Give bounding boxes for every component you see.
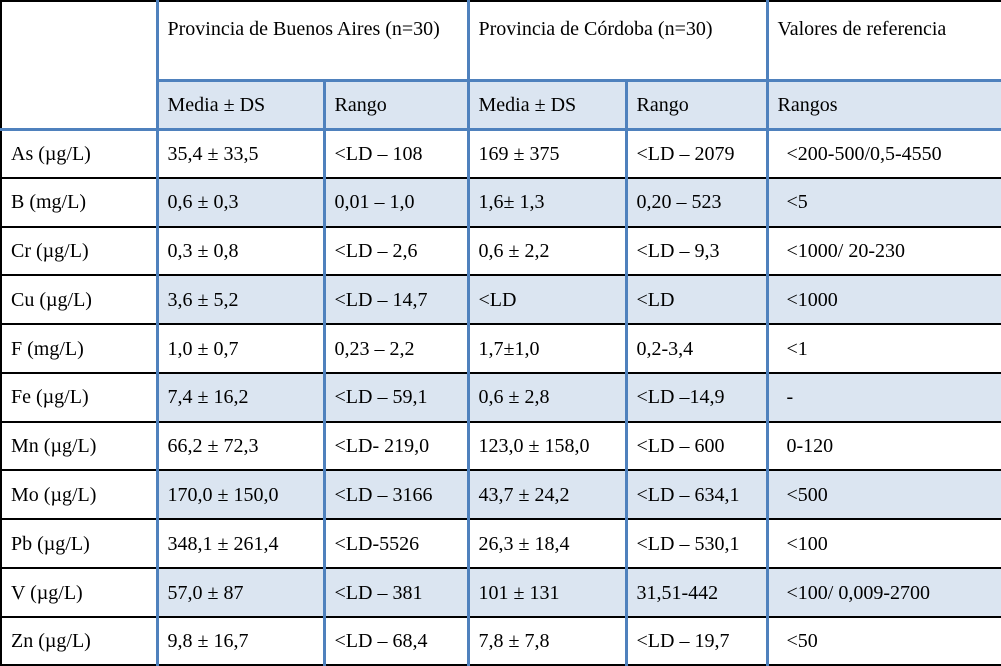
cell-ba-range: <LD- 219,0 [322,420,469,472]
subheader-co-range: Rango [624,78,769,131]
cell-ba-range: <LD – 2,6 [322,225,469,277]
cell-param: Pb (µg/L) [0,518,158,570]
cell-co-mean: 123,0 ± 158,0 [466,420,627,472]
cell-co-range: <LD – 634,1 [624,469,769,521]
cell-ref: - [765,371,1001,423]
cell-co-range: <LD – 530,1 [624,518,769,570]
cell-ba-mean: 348,1 ± 261,4 [155,518,325,570]
cell-param: As (µg/L) [0,128,158,179]
cell-co-mean: 1,7±1,0 [466,323,627,374]
group-header-reference: Valores de referencia [765,0,1001,82]
cell-co-range: <LD – 2079 [624,128,769,179]
table-row: As (µg/L) 35,4 ± 33,5 <LD – 108 169 ± 375 <L… [0,128,1001,179]
table-row: V (µg/L) 57,0 ± 87 <LD – 381 101 ± 131 31,51… [0,567,1001,618]
cell-co-range: 31,51-442 [624,567,769,618]
cell-ba-mean: 57,0 ± 87 [155,567,325,618]
cell-co-mean: 101 ± 131 [466,567,627,618]
cell-ref: <100/ 0,009-2700 [765,567,1001,618]
cell-co-mean: 1,6± 1,3 [466,176,627,229]
subheader-row: Media ± DS Rango Media ± DS Rango Rangos [1,78,1001,131]
table-row: Cu (µg/L) 3,6 ± 5,2 <LD – 14,7 <LD <LD <1000 [0,274,1001,326]
cell-ref: 0-120 [765,420,1001,472]
cell-param: Mn (µg/L) [0,420,158,472]
subheader-ba-mean: Media ± DS [155,78,325,131]
cell-co-range: <LD – 19,7 [624,615,769,666]
cell-ba-range: <LD – 3166 [322,469,469,521]
cell-ba-mean: 1,0 ± 0,7 [155,323,325,374]
subheader-ba-range: Rango [322,78,469,131]
table-body: As (µg/L) 35,4 ± 33,5 <LD – 108 169 ± 375 <L… [0,128,1001,666]
cell-param: B (mg/L) [0,176,158,229]
cell-ba-range: <LD – 68,4 [322,615,469,666]
cell-co-mean: 0,6 ± 2,8 [466,371,627,423]
table-row: Fe (µg/L) 7,4 ± 16,2 <LD – 59,1 0,6 ± 2,8 <L… [0,371,1001,423]
cell-ref: <1000 [765,274,1001,326]
cell-ba-mean: 9,8 ± 16,7 [155,615,325,666]
cell-ba-mean: 0,3 ± 0,8 [155,225,325,277]
table-row: Mn (µg/L) 66,2 ± 72,3 <LD- 219,0 123,0 ± 15… [0,420,1001,472]
cell-param: Fe (µg/L) [0,371,158,423]
cell-co-range: <LD –14,9 [624,371,769,423]
cell-ba-mean: 0,6 ± 0,3 [155,176,325,229]
cell-ba-range: <LD – 381 [322,567,469,618]
subheader-co-mean: Media ± DS [466,78,627,131]
cell-ba-mean: 66,2 ± 72,3 [155,420,325,472]
cell-param: Cr (µg/L) [0,225,158,277]
cell-co-range: <LD – 600 [624,420,769,472]
cell-co-range: 0,2-3,4 [624,323,769,374]
cell-ba-mean: 170,0 ± 150,0 [155,469,325,521]
cell-co-mean: 169 ± 375 [466,128,627,179]
table-row: Cr (µg/L) 0,3 ± 0,8 <LD – 2,6 0,6 ± 2,2 <LD … [0,225,1001,277]
cell-co-range: <LD [624,274,769,326]
cell-co-mean: 7,8 ± 7,8 [466,615,627,666]
cell-co-range: 0,20 – 523 [624,176,769,229]
cell-ref: <1000/ 20-230 [765,225,1001,277]
cell-ref: <5 [765,176,1001,229]
cell-ba-mean: 3,6 ± 5,2 [155,274,325,326]
cell-ba-range: <LD – 108 [322,128,469,179]
cell-co-mean: 43,7 ± 24,2 [466,469,627,521]
cell-param: F (mg/L) [0,323,158,374]
cell-co-mean: <LD [466,274,627,326]
cell-ba-range: <LD – 14,7 [322,274,469,326]
table-row: Zn (µg/L) 9,8 ± 16,7 <LD – 68,4 7,8 ± 7,8 <L… [0,615,1001,666]
group-header-buenos-aires: Provincia de Buenos Aires (n=30) [155,0,469,82]
cell-co-range: <LD – 9,3 [624,225,769,277]
cell-ref: <50 [765,615,1001,666]
cell-param: Zn (µg/L) [0,615,158,666]
cell-co-mean: 26,3 ± 18,4 [466,518,627,570]
cell-param: Cu (µg/L) [0,274,158,326]
cell-param: V (µg/L) [0,567,158,618]
cell-ba-range: 0,23 – 2,2 [322,323,469,374]
table-row: B (mg/L) 0,6 ± 0,3 0,01 – 1,0 1,6± 1,3 0,20 … [0,176,1001,229]
cell-ref: <100 [765,518,1001,570]
table-row: F (mg/L) 1,0 ± 0,7 0,23 – 2,2 1,7±1,0 0,2-3,… [0,323,1001,374]
cell-co-mean: 0,6 ± 2,2 [466,225,627,277]
cell-ba-range: 0,01 – 1,0 [322,176,469,229]
cell-ref: <1 [765,323,1001,374]
table-row: Pb (µg/L) 348,1 ± 261,4 <LD-5526 26,3 ± 18,… [0,518,1001,570]
cell-ba-mean: 35,4 ± 33,5 [155,128,325,179]
corner-cell [0,0,158,131]
table-row: Mo (µg/L) 170,0 ± 150,0 <LD – 3166 43,7 ± 2… [0,469,1001,521]
cell-ref: <500 [765,469,1001,521]
cell-ba-mean: 7,4 ± 16,2 [155,371,325,423]
cell-ref: <200-500/0,5-4550 [765,128,1001,179]
cell-param: Mo (µg/L) [0,469,158,521]
cell-ba-range: <LD – 59,1 [322,371,469,423]
group-header-cordoba: Provincia de Córdoba (n=30) [466,0,769,82]
cell-ba-range: <LD-5526 [322,518,469,570]
subheader-ref-ranges: Rangos [765,78,1001,131]
header-group-row: Provincia de Buenos Aires (n=30) Provinc… [0,0,1001,131]
